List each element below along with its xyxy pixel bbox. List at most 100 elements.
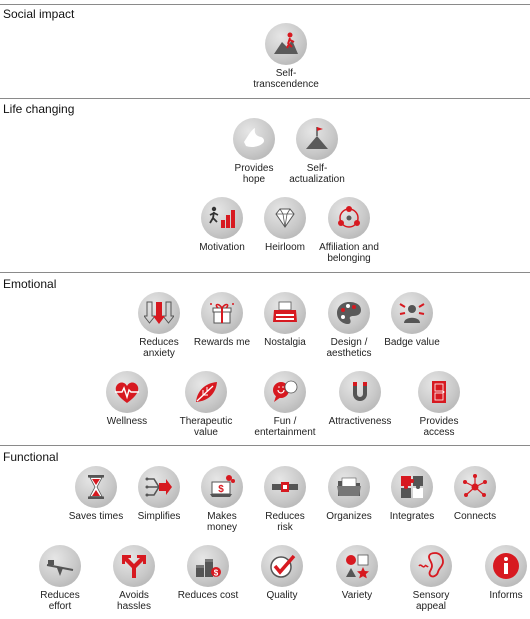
element-label: Attractiveness	[328, 416, 392, 427]
svg-text:$: $	[218, 484, 224, 495]
section-divider	[0, 445, 530, 446]
diamond-icon	[264, 197, 306, 239]
element-label: Self-actualization	[289, 163, 345, 185]
element-label: Organizes	[326, 511, 372, 522]
typewriter-icon	[264, 292, 306, 334]
element-reduces-effort: Reduces effort	[12, 545, 108, 612]
heart-pulse-icon	[106, 371, 148, 413]
element-label: Provides access	[419, 416, 459, 438]
element-label: Variety	[341, 590, 373, 601]
element-rewards-me: Rewards me	[174, 292, 270, 348]
dove-icon	[233, 118, 275, 160]
leaf-icon	[185, 371, 227, 413]
element-label: Badge value	[384, 337, 440, 348]
element-label: Sensory appeal	[412, 590, 450, 612]
ear-icon	[410, 545, 452, 587]
info-icon	[485, 545, 527, 587]
element-label: Affiliation and belonging	[319, 242, 379, 264]
element-label: Reduces effort	[40, 590, 80, 612]
section-title-functional: Functional	[3, 450, 59, 464]
element-label: Reduces risk	[265, 511, 305, 533]
element-label: Informs	[489, 590, 523, 601]
element-variety: Variety	[309, 545, 405, 601]
puzzle-icon	[391, 466, 433, 508]
element-label: Wellness	[106, 416, 148, 427]
element-design-aesthetics: Design / aesthetics	[301, 292, 397, 359]
element-label: Connects	[453, 511, 497, 522]
element-label: Nostalgia	[264, 337, 306, 348]
element-provides-hope: Provides hope	[206, 118, 302, 185]
element-label: Fun / entertainment	[254, 416, 316, 438]
lock-pipe-icon	[264, 466, 306, 508]
section-divider	[0, 98, 530, 99]
merge-arrow-icon	[138, 466, 180, 508]
element-nostalgia: Nostalgia	[237, 292, 333, 348]
element-badge-value: Badge value	[364, 292, 460, 348]
element-label: Design / aesthetics	[326, 337, 372, 359]
gift-icon	[201, 292, 243, 334]
element-fun-entertainment: Fun / entertainment	[237, 371, 333, 438]
element-label: Avoids hassles	[117, 590, 151, 612]
speech-bubbles-icon	[264, 371, 306, 413]
down-arrows-icon	[138, 292, 180, 334]
element-label: Saves times	[68, 511, 124, 522]
element-affiliation-and-belonging: Affiliation and belonging	[301, 197, 397, 264]
split-arrow-icon	[113, 545, 155, 587]
mountain-flag-icon	[296, 118, 338, 160]
checkmark-icon	[261, 545, 303, 587]
connect-nodes-icon	[454, 466, 496, 508]
money-laptop-icon: $	[201, 466, 243, 508]
element-label: Heirloom	[264, 242, 305, 253]
section-divider	[0, 272, 530, 273]
magnet-icon	[339, 371, 381, 413]
network-people-icon	[328, 197, 370, 239]
element-label: Makes money	[206, 511, 237, 533]
hourglass-icon	[75, 466, 117, 508]
runner-bars-icon	[201, 197, 243, 239]
element-label: Integrates	[389, 511, 435, 522]
element-reduces-cost: $ Reduces cost	[160, 545, 256, 601]
element-reduces-risk: Reduces risk	[237, 466, 333, 533]
section-title-social-impact: Social impact	[3, 7, 75, 21]
element-therapeutic-value: Therapeutic value	[158, 371, 254, 438]
element-organizes: Organizes	[301, 466, 397, 522]
badge-person-icon	[391, 292, 433, 334]
seesaw-icon	[39, 545, 81, 587]
element-label: Provides hope	[234, 163, 274, 185]
element-motivation: Motivation	[174, 197, 270, 253]
element-integrates: Integrates	[364, 466, 460, 522]
element-provides-access: Provides access	[391, 371, 487, 438]
element-informs: Informs	[458, 545, 530, 601]
element-label: Quality	[266, 590, 298, 601]
element-sensory-appeal: Sensory appeal	[383, 545, 479, 612]
element-reduces-anxiety: Reduces anxiety	[111, 292, 207, 359]
folder-icon	[328, 466, 370, 508]
palette-icon	[328, 292, 370, 334]
element-heirloom: Heirloom	[237, 197, 333, 253]
element-self-actualization: Self-actualization	[269, 118, 365, 185]
element-makes-money: $ Makes money	[174, 466, 270, 533]
element-simplifies: Simplifies	[111, 466, 207, 522]
element-label: Self-transcendence	[253, 68, 319, 90]
element-connects: Connects	[427, 466, 523, 522]
element-label: Reduces cost	[177, 590, 239, 601]
svg-text:$: $	[214, 569, 219, 578]
element-wellness: Wellness	[79, 371, 175, 427]
element-label: Motivation	[199, 242, 245, 253]
element-attractiveness: Attractiveness	[312, 371, 408, 427]
door-icon	[418, 371, 460, 413]
self-transcendence-icon	[265, 23, 307, 65]
section-title-emotional: Emotional	[3, 277, 57, 291]
section-title-life-changing: Life changing	[3, 102, 75, 116]
section-divider	[0, 4, 530, 5]
element-avoids-hassles: Avoids hassles	[86, 545, 182, 612]
element-label: Simplifies	[137, 511, 181, 522]
coins-icon: $	[187, 545, 229, 587]
element-label: Therapeutic value	[179, 416, 233, 438]
element-quality: Quality	[234, 545, 330, 601]
element-label: Reduces anxiety	[139, 337, 179, 359]
element-label: Rewards me	[193, 337, 251, 348]
element-saves-times: Saves times	[48, 466, 144, 522]
element-self-transcendence: Self-transcendence	[238, 23, 334, 90]
shapes-icon	[336, 545, 378, 587]
